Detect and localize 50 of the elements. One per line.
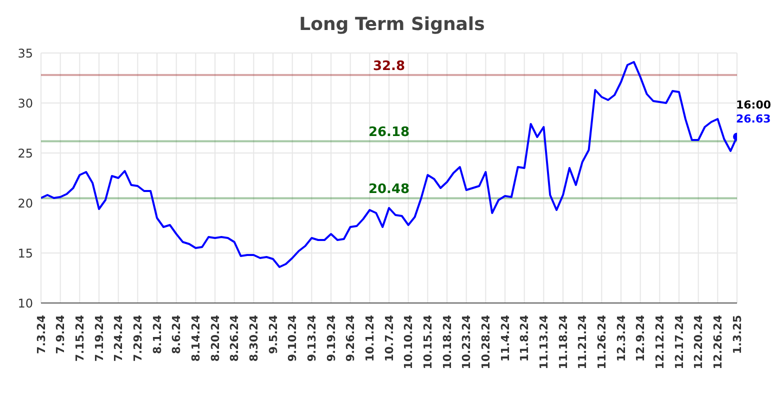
x-tick-label: 7.24.24 bbox=[112, 314, 126, 362]
x-tick-label: 11.21.24 bbox=[576, 314, 590, 370]
x-tick-label: 12.3.24 bbox=[614, 314, 628, 362]
x-tick-label: 10.28.24 bbox=[479, 314, 492, 370]
x-tick-label: 8.26.24 bbox=[228, 314, 242, 362]
x-tick-label: 12.12.24 bbox=[653, 314, 666, 370]
x-tick-label: 8.6.24 bbox=[170, 314, 184, 354]
y-tick-label: 20 bbox=[18, 196, 33, 210]
x-tick-label: 7.9.24 bbox=[54, 314, 68, 354]
x-tick-label: 8.30.24 bbox=[247, 314, 260, 362]
y-tick-label: 25 bbox=[18, 146, 33, 160]
line-series bbox=[41, 61, 737, 268]
x-tick-label: 10.18.24 bbox=[440, 314, 454, 370]
x-tick-label: 9.19.24 bbox=[324, 314, 338, 362]
x-tick-label: 7.15.24 bbox=[73, 314, 86, 362]
x-tick-label: 11.26.24 bbox=[595, 314, 608, 370]
x-tick-label: 7.3.24 bbox=[34, 314, 48, 354]
y-tick-label: 35 bbox=[18, 46, 33, 60]
x-tick-label: 7.19.24 bbox=[92, 314, 106, 362]
ref-line-label: 20.48 bbox=[368, 182, 410, 198]
x-tick-label: 12.9.24 bbox=[634, 314, 648, 362]
x-tick-label: 9.5.24 bbox=[266, 314, 280, 354]
x-tick-label: 12.17.24 bbox=[672, 314, 686, 370]
x-tick-label: 11.4.24 bbox=[498, 314, 512, 362]
x-tick-label: 11.18.24 bbox=[556, 314, 570, 370]
x-tick-label: 10.15.24 bbox=[421, 314, 434, 370]
ref-line-label: 26.18 bbox=[368, 125, 410, 140]
x-tick-label: 10.23.24 bbox=[460, 314, 474, 370]
x-tick-label: 9.13.24 bbox=[305, 314, 318, 362]
x-tick-label: 9.26.24 bbox=[344, 314, 358, 362]
x-tick-label: 8.1.24 bbox=[150, 314, 164, 354]
data-label: 26.63 bbox=[736, 112, 771, 126]
x-tick-label: 8.14.24 bbox=[189, 314, 202, 362]
x-tick-label: 9.10.24 bbox=[286, 314, 300, 362]
annotation: 16:00 bbox=[736, 98, 772, 112]
x-tick-label: 7.29.24 bbox=[131, 314, 144, 362]
x-tick-label: 11.8.24 bbox=[518, 314, 532, 362]
x-tick-label: 8.20.24 bbox=[208, 314, 222, 362]
x-tick-label: 10.1.24 bbox=[363, 314, 376, 362]
ref-line-label: 32.8 bbox=[372, 59, 406, 74]
y-tick-label: 15 bbox=[18, 246, 33, 260]
x-tick-label: 12.26.24 bbox=[711, 314, 724, 370]
x-tick-label: 12.20.24 bbox=[692, 314, 706, 370]
x-tick-label: 10.10.24 bbox=[402, 314, 416, 370]
x-tick-label: 1.3.25 bbox=[730, 315, 744, 354]
y-tick-label: 10 bbox=[18, 296, 33, 310]
y-tick-label: 30 bbox=[18, 96, 33, 110]
chart-title: Long Term Signals bbox=[298, 14, 486, 35]
x-tick-label: 10.7.24 bbox=[382, 314, 396, 362]
x-tick-label: 11.13.24 bbox=[537, 314, 550, 370]
